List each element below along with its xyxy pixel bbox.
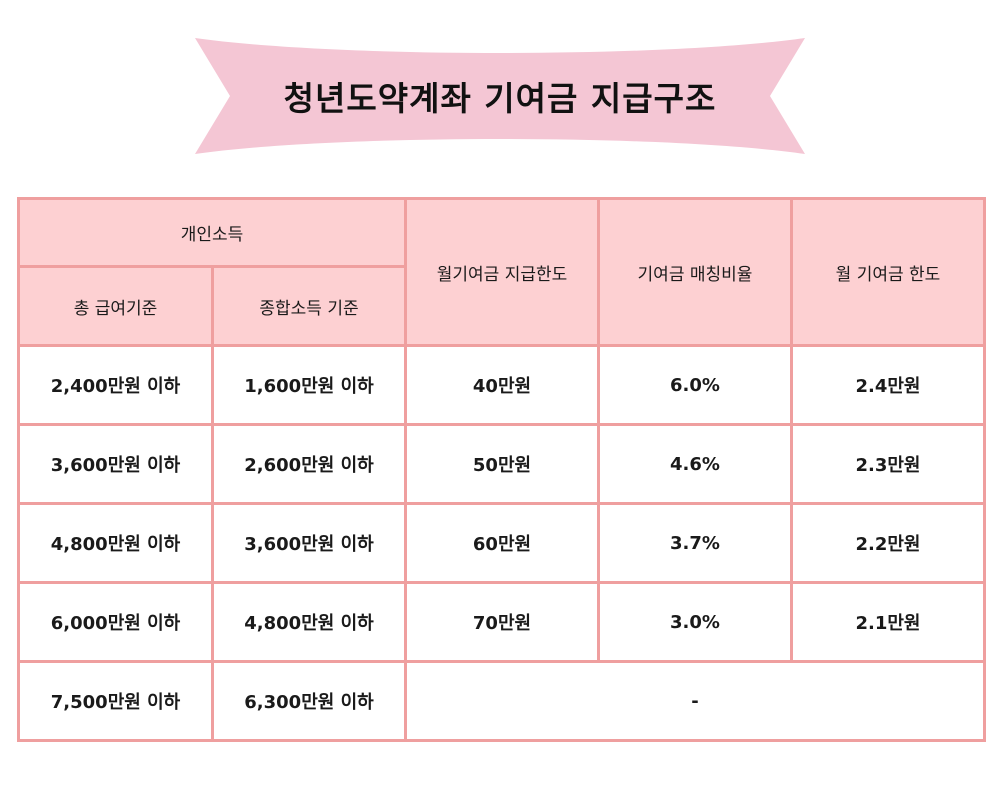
cell-income: 2,600만원 이하 [211,423,407,505]
table-row: 4,800만원 이하 3,600만원 이하 60만원 3.7% 2.2만원 [17,502,986,584]
table-row: 3,600만원 이하 2,600만원 이하 50만원 4.6% 2.3만원 [17,423,986,505]
cell-salary: 6,000만원 이하 [17,581,214,663]
cell-salary: 4,800만원 이하 [17,502,214,584]
cell-ratio: 6.0% [597,344,793,426]
cell-income: 3,600만원 이하 [211,502,407,584]
cell-income: 6,300만원 이하 [211,660,407,742]
header-monthly-contribution-limit: 월기여금 지급한도 [404,197,600,347]
cell-merged-empty: - [404,660,986,742]
cell-ratio: 3.7% [597,502,793,584]
cell-cap: 2.4만원 [790,344,986,426]
table-row: 7,500만원 이하 6,300만원 이하 - [17,660,986,742]
header-contribution-matching-ratio: 기여금 매칭비율 [597,197,793,347]
header-personal-income: 개인소득 [17,197,407,268]
cell-income: 4,800만원 이하 [211,581,407,663]
cell-cap: 2.2만원 [790,502,986,584]
header-monthly-contribution-cap: 월 기여금 한도 [790,197,986,347]
cell-limit: 50만원 [404,423,600,505]
contribution-table: 개인소득 월기여금 지급한도 기여금 매칭비율 월 기여금 한도 총 급여기준 … [17,197,986,742]
ribbon-shape [195,38,805,154]
title-banner: 청년도약계좌 기여금 지급구조 [195,38,805,154]
cell-salary: 3,600만원 이하 [17,423,214,505]
header-comprehensive-income-basis: 종합소득 기준 [211,265,407,347]
cell-cap: 2.1만원 [790,581,986,663]
cell-cap: 2.3만원 [790,423,986,505]
cell-limit: 70만원 [404,581,600,663]
table-row: 2,400만원 이하 1,600만원 이하 40만원 6.0% 2.4만원 [17,344,986,426]
header-subrow: 총 급여기준 종합소득 기준 [17,265,985,347]
cell-ratio: 3.0% [597,581,793,663]
cell-limit: 40만원 [404,344,600,426]
cell-ratio: 4.6% [597,423,793,505]
cell-income: 1,600만원 이하 [211,344,407,426]
page-title: 청년도약계좌 기여금 지급구조 [283,79,717,118]
cell-salary: 2,400만원 이하 [17,344,214,426]
header-total-salary-basis: 총 급여기준 [17,265,214,347]
table-row: 6,000만원 이하 4,800만원 이하 70만원 3.0% 2.1만원 [17,581,986,663]
header-row: 개인소득 월기여금 지급한도 기여금 매칭비율 월 기여금 한도 [17,197,986,347]
cell-limit: 60만원 [404,502,600,584]
cell-salary: 7,500만원 이하 [17,660,214,742]
